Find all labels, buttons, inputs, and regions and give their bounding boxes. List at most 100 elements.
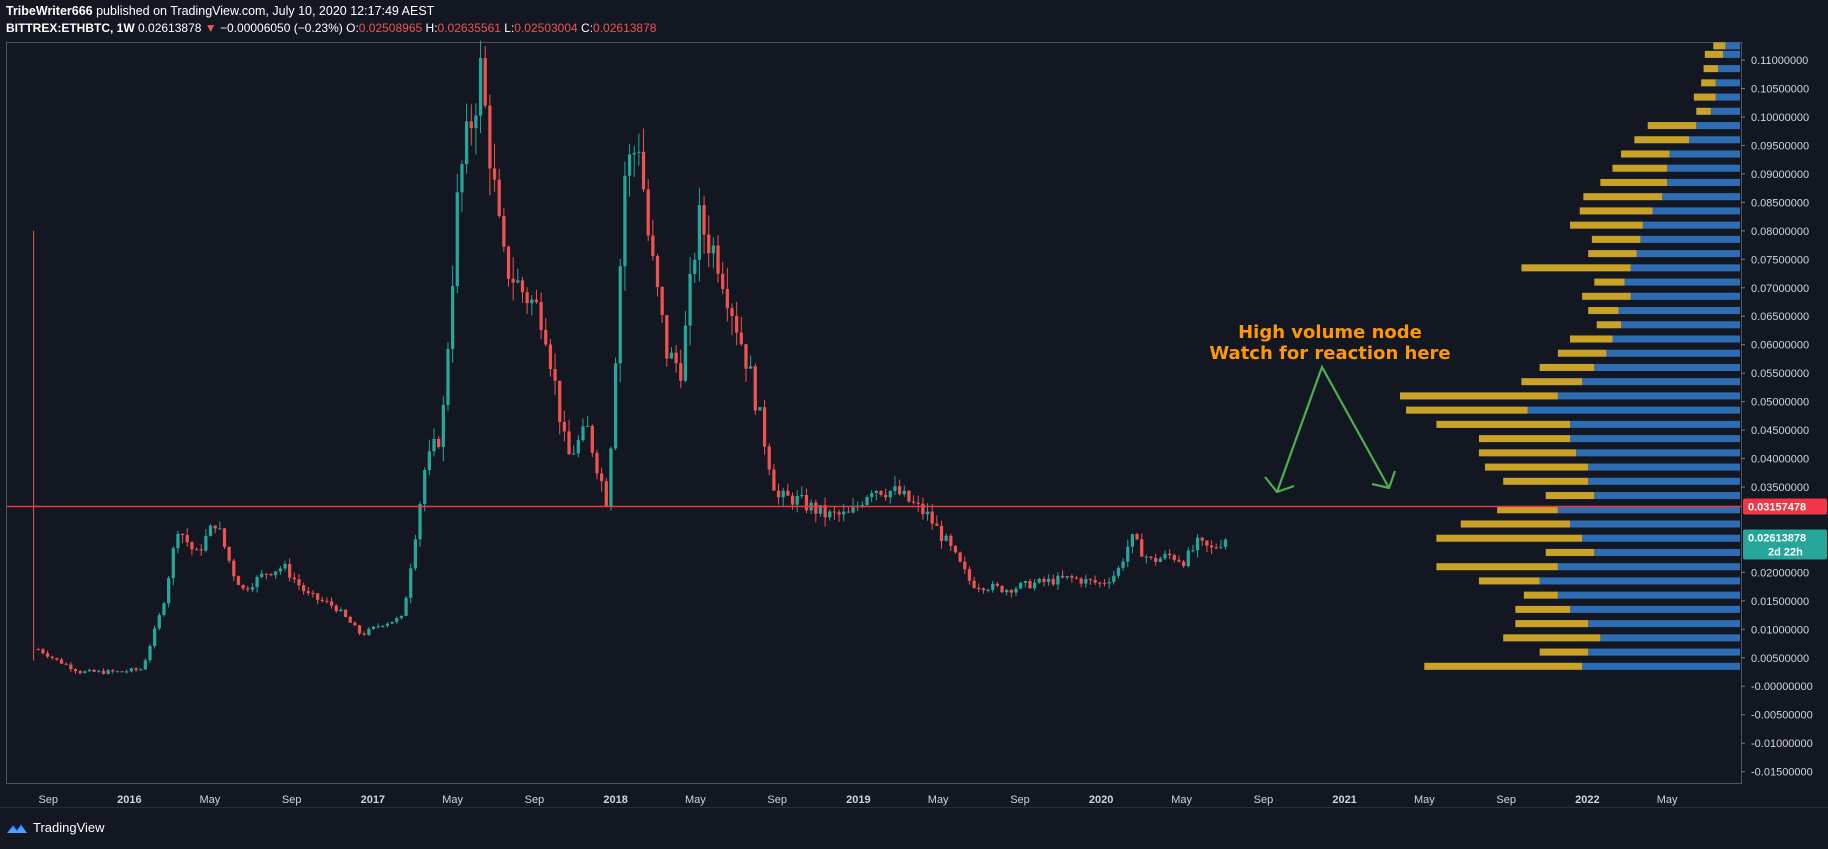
hline-price-tag[interactable] — [1743, 498, 1827, 515]
footer-brand[interactable]: TradingView — [6, 820, 105, 835]
candle-body — [1028, 581, 1032, 589]
vp-up-bar — [1636, 250, 1740, 258]
arrow-head-left — [1264, 476, 1295, 494]
candle-body — [413, 539, 418, 569]
y-axis[interactable]: 0.11000000 0.10500000 0.10000000 0.09500000… — [1741, 55, 1827, 779]
candle-body — [572, 453, 576, 455]
candle-body — [679, 363, 683, 381]
author-name[interactable]: TribeWriter666 — [6, 4, 93, 18]
vp-up-bar — [1640, 235, 1740, 243]
candle-body — [50, 656, 54, 658]
candle-body — [581, 426, 585, 441]
candle-body — [599, 473, 604, 482]
x-tick-label: May — [1657, 794, 1678, 806]
candle-body — [991, 583, 995, 590]
candle-body — [455, 192, 459, 287]
y-tick-label: 0.04500000 — [1751, 425, 1809, 437]
tradingview-logo-icon — [7, 823, 27, 833]
x-tick-label: May — [1171, 794, 1192, 806]
candle-body — [632, 152, 636, 155]
candle-body — [441, 404, 445, 447]
candle-body — [651, 235, 655, 257]
candle-body — [767, 446, 771, 470]
candle-body — [148, 645, 152, 661]
vp-down-bar — [1539, 363, 1595, 371]
candle-body — [627, 154, 632, 176]
vp-down-bar — [1621, 150, 1670, 158]
candle-body — [1051, 578, 1055, 585]
vp-up-bar — [1594, 548, 1740, 556]
vp-up-bar — [1582, 662, 1740, 670]
candle-body — [888, 490, 892, 498]
y-tick-label: 0.01000000 — [1751, 624, 1809, 636]
candle-body — [194, 549, 199, 551]
candle-body — [274, 571, 278, 576]
y-tick-label: 0.05000000 — [1751, 397, 1809, 409]
candle-body — [492, 168, 497, 180]
y-tick-label: 0.10500000 — [1751, 84, 1809, 96]
open-label: O: — [346, 21, 359, 35]
candle-body — [241, 584, 245, 589]
vp-up-bar — [1588, 477, 1740, 485]
candle-body — [735, 315, 739, 333]
candle-body — [790, 495, 795, 505]
candle-body — [269, 573, 273, 576]
candle-body — [236, 576, 241, 585]
candle-body — [171, 548, 175, 579]
candle-body — [367, 628, 371, 635]
candle-body — [69, 664, 73, 670]
vp-down-bar — [1634, 136, 1689, 144]
candle-body — [129, 668, 134, 672]
candle-body — [921, 503, 925, 515]
candle-body — [520, 280, 525, 293]
candle-body — [362, 633, 366, 635]
candle-body — [288, 563, 292, 578]
y-tick-label: -0.01000000 — [1751, 738, 1813, 750]
y-tick-label: 0.08500000 — [1751, 197, 1809, 209]
candle-body — [390, 621, 394, 624]
candle-body — [963, 561, 967, 570]
candle-body — [832, 511, 837, 513]
vp-down-bar — [1647, 122, 1697, 130]
candle-body — [660, 287, 664, 316]
candle-body — [315, 593, 320, 600]
candle-body — [264, 573, 269, 575]
candle-body — [781, 490, 785, 498]
candle-body — [260, 573, 264, 577]
arrow-shaft — [1275, 364, 1390, 493]
candle-body — [41, 649, 45, 654]
y-tick-label: 0.09000000 — [1751, 169, 1809, 181]
candle-body — [1205, 540, 1209, 546]
candle-body — [115, 671, 120, 673]
candle-body — [1158, 558, 1162, 562]
candle-body — [1140, 539, 1144, 557]
candle-body — [804, 495, 809, 511]
candle-body — [190, 542, 194, 550]
candle-body — [911, 501, 916, 503]
vp-down-bar — [1596, 321, 1621, 329]
x-tick-label: 2017 — [361, 794, 385, 806]
vp-up-bar — [1718, 65, 1740, 73]
candle-body — [1098, 582, 1102, 584]
x-axis[interactable]: Sep 2016 May Sep 2017 May Sep 2018 May Sep 2019 May… — [38, 794, 1678, 806]
y-tick-label: -0.01500000 — [1751, 767, 1813, 779]
y-tick-label: 0.07500000 — [1751, 254, 1809, 266]
candle-body — [1019, 582, 1023, 589]
symbol-label[interactable]: BITTREX:ETHBTC, 1W — [6, 21, 135, 35]
price-change: −0.00006050 (−0.23%) — [220, 21, 343, 35]
x-tick-label: 2018 — [603, 794, 627, 806]
vp-down-bar — [1539, 648, 1589, 656]
candle-body — [590, 425, 594, 453]
vp-down-bar — [1701, 79, 1716, 87]
candle-body — [1042, 578, 1046, 582]
candle-body — [199, 549, 203, 551]
y-tick-label: -0.00000000 — [1751, 681, 1813, 693]
y-tick-label: 0.06000000 — [1751, 340, 1809, 352]
candle-body — [907, 490, 911, 502]
vp-down-bar — [1478, 577, 1540, 585]
candle-body — [930, 511, 934, 524]
vp-down-bar — [1612, 164, 1668, 172]
current-price-tag[interactable] — [1743, 529, 1827, 560]
candle-body — [437, 438, 441, 447]
